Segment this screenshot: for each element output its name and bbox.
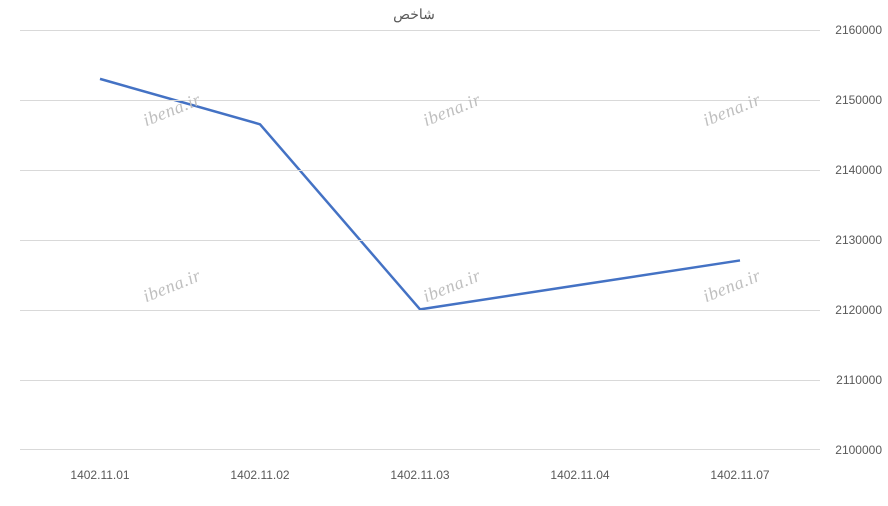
series-line <box>100 79 740 309</box>
y-tick-label: 2160000 <box>835 23 882 37</box>
gridline <box>20 30 820 31</box>
x-tick-label: 1402.11.04 <box>550 468 609 482</box>
y-tick-label: 2110000 <box>836 373 882 387</box>
y-tick-label: 2130000 <box>835 233 882 247</box>
chart-container: شاخص 2100000 2110000 2120000 2130000 2140000… <box>0 0 888 506</box>
x-tick-label: 1402.11.07 <box>710 468 769 482</box>
y-tick-label: 2100000 <box>835 443 882 457</box>
y-tick-label: 2140000 <box>835 163 882 177</box>
gridline <box>20 240 820 241</box>
x-tick-label: 1402.11.01 <box>70 468 129 482</box>
gridline <box>20 380 820 381</box>
x-tick-label: 1402.11.02 <box>230 468 289 482</box>
y-tick-label: 2120000 <box>835 303 882 317</box>
gridline <box>20 310 820 311</box>
gridline <box>20 170 820 171</box>
chart-title: شاخص <box>0 6 828 23</box>
y-tick-label: 2150000 <box>835 93 882 107</box>
gridline <box>20 100 820 101</box>
x-tick-label: 1402.11.03 <box>390 468 449 482</box>
plot-area <box>20 30 820 450</box>
